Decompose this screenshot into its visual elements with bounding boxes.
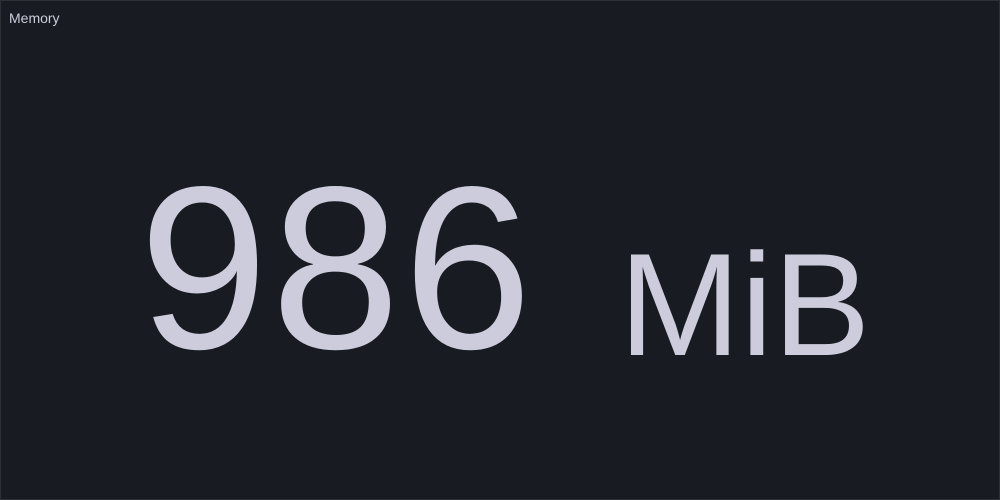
panel-header[interactable]: Memory [1, 1, 999, 35]
panel-title: Memory [9, 10, 60, 26]
stat-unit: MiB [619, 223, 871, 386]
stat-value: 986 [139, 139, 536, 398]
